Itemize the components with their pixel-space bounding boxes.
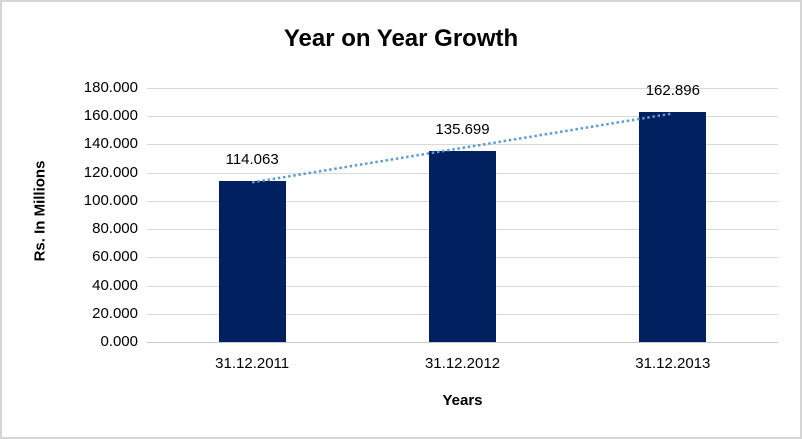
x-axis-tick-label: 31.12.2012: [424, 355, 501, 372]
bar-data-label: 135.699: [435, 120, 490, 138]
gridline: [147, 116, 778, 118]
gridline: [147, 144, 778, 146]
y-axis-tick-label: 100.000: [83, 191, 138, 209]
y-axis-tick-label: 20.000: [92, 304, 138, 322]
y-axis-tick-label: 160.000: [83, 107, 138, 125]
trendline: [251, 112, 674, 184]
x-axis-tick-label: 31.12.2013: [635, 355, 711, 372]
bar-31.12.2013: [639, 112, 707, 342]
bar-data-label: 114.063: [225, 151, 279, 169]
y-axis-tick-label: 40.000: [92, 276, 138, 294]
y-axis-tick-label: 0.000: [100, 333, 138, 350]
bar-data-label: 162.896: [645, 82, 700, 100]
x-axis-tick-label: 31.12.2011: [215, 355, 290, 372]
bar-31.12.2011: [218, 181, 286, 342]
gridline: [147, 88, 778, 89]
x-axis-title: Years: [442, 392, 483, 409]
y-axis-tick-label: 140.000: [83, 135, 138, 153]
chart-title: Year on Year Growth: [283, 25, 519, 52]
y-axis-tick-label: 120.000: [83, 163, 138, 181]
y-axis-tick-label: 60.000: [92, 248, 138, 266]
bar-31.12.2012: [429, 150, 496, 342]
plot-area: 114.063 135.699 162.896: [147, 82, 778, 343]
y-axis-tick-label: 180.000: [83, 79, 138, 96]
y-axis-tick-label: 80.000: [92, 220, 138, 238]
x-axis-tick-labels: 31.12.2011 31.12.2012 31.12.2013: [147, 355, 778, 373]
y-axis-tick-labels: 0.000 20.000 40.000 60.000 80.000 100.000 120.…: [2, 79, 138, 350]
